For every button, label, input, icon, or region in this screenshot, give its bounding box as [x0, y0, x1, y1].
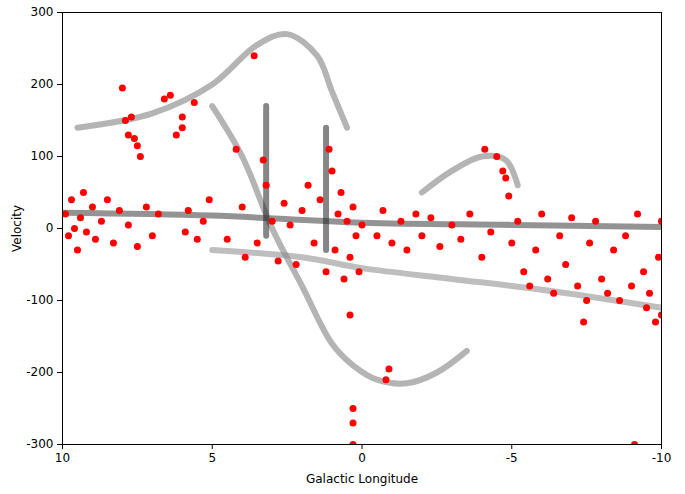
svg-text:5: 5	[208, 451, 216, 465]
svg-text:Velocity: Velocity	[10, 205, 24, 252]
svg-text:-5: -5	[506, 451, 518, 465]
svg-text:Galactic Longitude: Galactic Longitude	[306, 472, 418, 486]
svg-text:300: 300	[31, 5, 54, 19]
svg-text:0: 0	[358, 451, 366, 465]
svg-text:-300: -300	[26, 437, 53, 451]
svg-text:-200: -200	[26, 365, 53, 379]
svg-text:0: 0	[46, 221, 54, 235]
svg-text:-10: -10	[652, 451, 672, 465]
svg-text:10: 10	[55, 451, 70, 465]
svg-text:200: 200	[31, 77, 54, 91]
svg-text:-100: -100	[26, 293, 53, 307]
svg-text:100: 100	[31, 149, 54, 163]
